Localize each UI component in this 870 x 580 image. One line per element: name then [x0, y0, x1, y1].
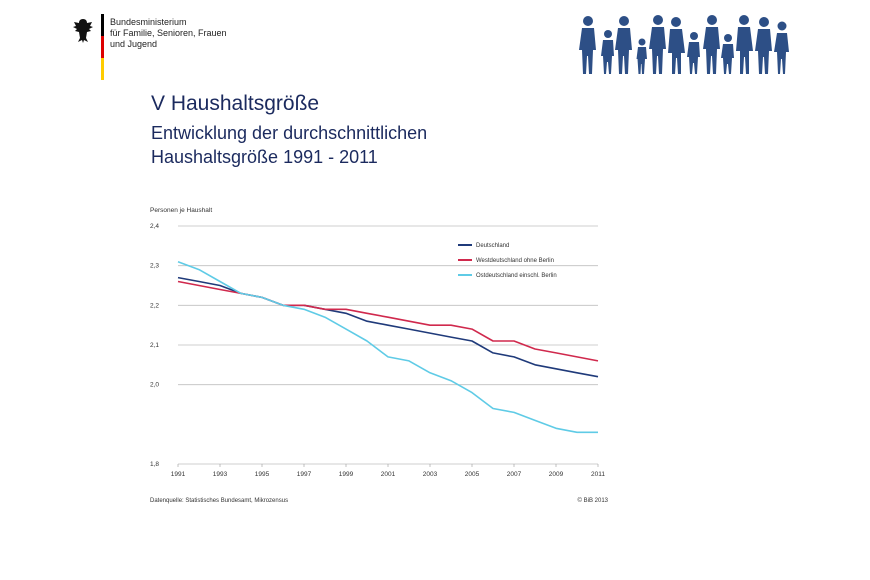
ministry-line-3: und Jugend [110, 39, 158, 49]
legend-label: Ostdeutschland einschl. Berlin [476, 273, 557, 279]
y-tick-label: 2,1 [150, 342, 159, 349]
ministry-name: Bundesministerium für Familie, Senioren,… [110, 17, 227, 50]
series-line-3 [177, 260, 598, 434]
x-tick-label: 1991 [171, 471, 186, 478]
ministry-line-1: Bundesministerium [110, 17, 187, 27]
x-tick-label: 2007 [507, 471, 522, 478]
x-tick-label: 2003 [423, 471, 438, 478]
flag-stripe-gold [101, 58, 104, 80]
y-tick-label: 2,4 [150, 223, 159, 230]
flag-stripe-black [101, 14, 104, 36]
copyright-note: © BiB 2013 [578, 497, 609, 504]
legend-label: Deutschland [476, 243, 509, 249]
family-silhouettes-icon [579, 15, 789, 74]
federal-eagle-icon [73, 19, 93, 43]
y-axis-label: Personen je Haushalt [150, 207, 212, 214]
x-tick-label: 2009 [549, 471, 564, 478]
series-line-1 [177, 276, 599, 378]
slide-subtitle: Entwicklung der durchschnittlichen Haush… [151, 121, 427, 169]
y-tick-label: 2,3 [150, 263, 159, 270]
household-size-chart: Personen je Haushalt Datenquelle: Statis… [150, 207, 609, 504]
x-tick-label: 2005 [465, 471, 480, 478]
y-tick-label: 2,2 [150, 302, 159, 309]
ministry-line-2: für Familie, Senioren, Frauen [110, 28, 227, 38]
x-tick-label: 1999 [339, 471, 354, 478]
x-tick-label: 2001 [381, 471, 396, 478]
slide-title: V Haushaltsgröße [151, 92, 320, 115]
legend-label: Westdeutschland ohne Berlin [476, 258, 554, 264]
subtitle-line-2: Haushaltsgröße 1991 - 2011 [151, 147, 378, 167]
x-tick-label: 2011 [591, 471, 605, 478]
german-flag-bar [101, 14, 104, 80]
subtitle-line-1: Entwicklung der durchschnittlichen [151, 123, 428, 143]
x-tick-label: 1995 [255, 471, 270, 478]
x-tick-label: 1997 [297, 471, 312, 478]
y-tick-label: 2,0 [150, 382, 159, 389]
flag-stripe-red [101, 36, 104, 58]
x-tick-label: 1993 [213, 471, 228, 478]
source-note: Datenquelle: Statistisches Bundesamt, Mi… [150, 498, 288, 504]
y-tick-label: 1,8 [150, 461, 159, 468]
